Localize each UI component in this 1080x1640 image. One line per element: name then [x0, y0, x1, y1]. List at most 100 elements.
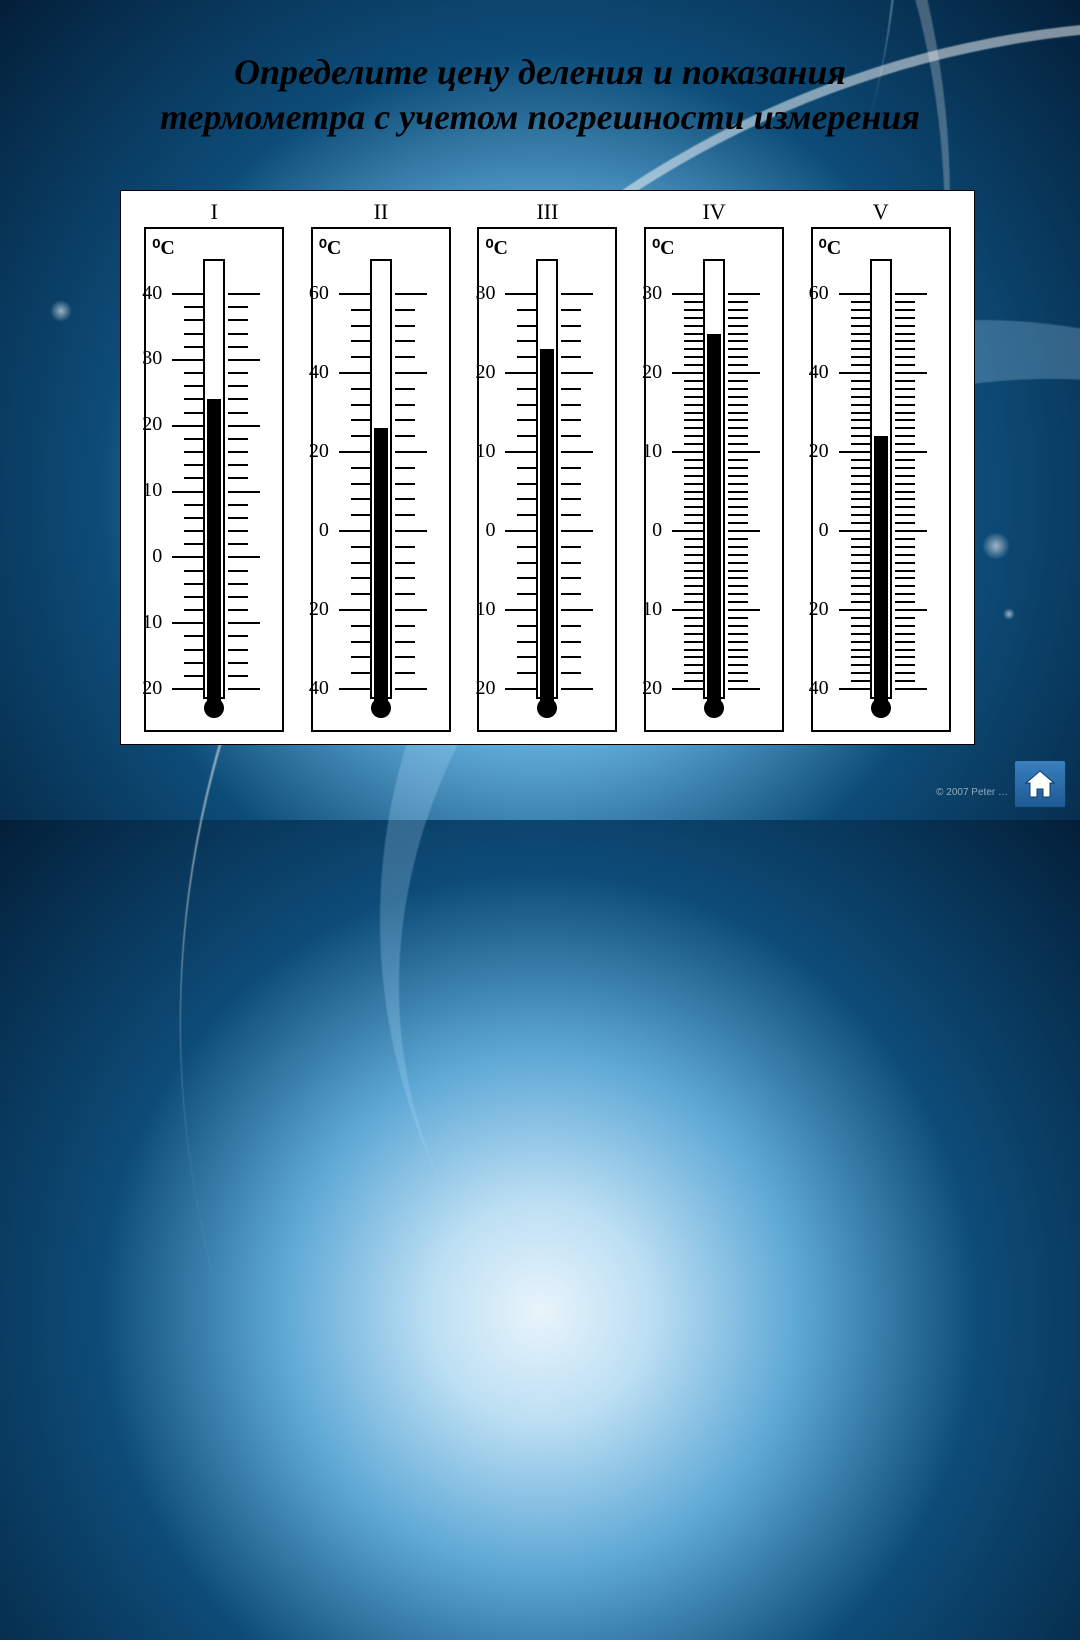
tick-minor: [351, 483, 371, 485]
tick-minor: [895, 317, 915, 319]
tick-minor: [728, 514, 748, 516]
tick-minor: [895, 435, 915, 437]
tick-minor: [184, 464, 204, 466]
tick-major: [228, 688, 260, 690]
tick-minor: [851, 356, 871, 358]
tick-major: [228, 359, 260, 361]
tick-minor: [351, 435, 371, 437]
tick-minor: [228, 583, 248, 585]
tick-minor: [351, 388, 371, 390]
tick-minor: [517, 498, 537, 500]
tick-label: 40: [295, 677, 329, 700]
tick-minor: [561, 593, 581, 595]
tick-minor: [684, 641, 704, 643]
tick-minor: [184, 596, 204, 598]
tick-minor: [351, 514, 371, 516]
tick-major: [172, 359, 204, 361]
tick-minor: [728, 680, 748, 682]
tick-minor: [851, 396, 871, 398]
tick-minor: [895, 404, 915, 406]
tick-minor: [728, 633, 748, 635]
tick-minor: [851, 498, 871, 500]
home-button[interactable]: [1014, 760, 1066, 808]
tick-minor: [895, 672, 915, 674]
tick-minor: [228, 649, 248, 651]
tick-minor: [395, 641, 415, 643]
tick-minor: [228, 530, 248, 532]
thermometer-box: ⁰C4030201001020: [144, 227, 284, 732]
unit-label: ⁰C: [152, 235, 174, 260]
tick-minor: [561, 546, 581, 548]
tick-major: [395, 530, 427, 532]
tick-minor: [851, 380, 871, 382]
tick-minor: [684, 577, 704, 579]
tick-major: [561, 372, 593, 374]
tick-label: 60: [795, 282, 829, 305]
thermometer-box: ⁰C60402002040: [811, 227, 951, 732]
thermometer-column: IV⁰C30201001020: [631, 199, 798, 736]
tick-minor: [851, 562, 871, 564]
tick-minor: [184, 583, 204, 585]
tick-minor: [684, 491, 704, 493]
tick-major: [839, 530, 871, 532]
tick-major: [339, 609, 371, 611]
tick-major: [505, 372, 537, 374]
tick-minor: [728, 554, 748, 556]
tick-minor: [395, 656, 415, 658]
tick-minor: [517, 467, 537, 469]
tick-minor: [684, 459, 704, 461]
tick-label: 60: [295, 282, 329, 305]
tick-minor: [184, 635, 204, 637]
tick-minor: [395, 625, 415, 627]
tick-minor: [895, 625, 915, 627]
tick-minor: [895, 459, 915, 461]
tick-label: 40: [295, 361, 329, 384]
tick-minor: [895, 348, 915, 350]
tick-minor: [895, 491, 915, 493]
thermometer-box: ⁰C30201001020: [477, 227, 617, 732]
tick-minor: [895, 340, 915, 342]
tick-minor: [684, 601, 704, 603]
tick-minor: [895, 538, 915, 540]
tick-major: [172, 688, 204, 690]
tick-label: 20: [461, 361, 495, 384]
tick-minor: [228, 570, 248, 572]
tick-minor: [851, 617, 871, 619]
tick-minor: [728, 467, 748, 469]
tick-minor: [851, 491, 871, 493]
tick-major: [395, 451, 427, 453]
thermometer-column: III⁰C30201001020: [464, 199, 631, 736]
tick-major: [728, 530, 760, 532]
tick-minor: [684, 388, 704, 390]
tick-major: [839, 688, 871, 690]
tick-minor: [851, 585, 871, 587]
tick-minor: [561, 672, 581, 674]
tick-minor: [351, 562, 371, 564]
tick-minor: [395, 356, 415, 358]
tick-minor: [228, 412, 248, 414]
tick-minor: [561, 577, 581, 579]
tick-minor: [684, 593, 704, 595]
tick-minor: [895, 514, 915, 516]
tick-minor: [851, 649, 871, 651]
tick-minor: [228, 477, 248, 479]
tick-minor: [351, 309, 371, 311]
tick-label: 30: [128, 347, 162, 370]
tick-minor: [228, 372, 248, 374]
tick-minor: [517, 404, 537, 406]
tick-minor: [851, 656, 871, 658]
tick-label: 40: [795, 677, 829, 700]
tick-major: [228, 556, 260, 558]
tick-minor: [728, 301, 748, 303]
tick-major: [395, 609, 427, 611]
thermometer-roman-label: IV: [702, 199, 725, 225]
tick-minor: [851, 475, 871, 477]
tick-minor: [728, 325, 748, 327]
tick-minor: [684, 554, 704, 556]
tick-label: 30: [461, 282, 495, 305]
tick-minor: [395, 672, 415, 674]
tick-major: [339, 688, 371, 690]
tick-minor: [851, 404, 871, 406]
tick-minor: [351, 625, 371, 627]
tick-minor: [728, 459, 748, 461]
